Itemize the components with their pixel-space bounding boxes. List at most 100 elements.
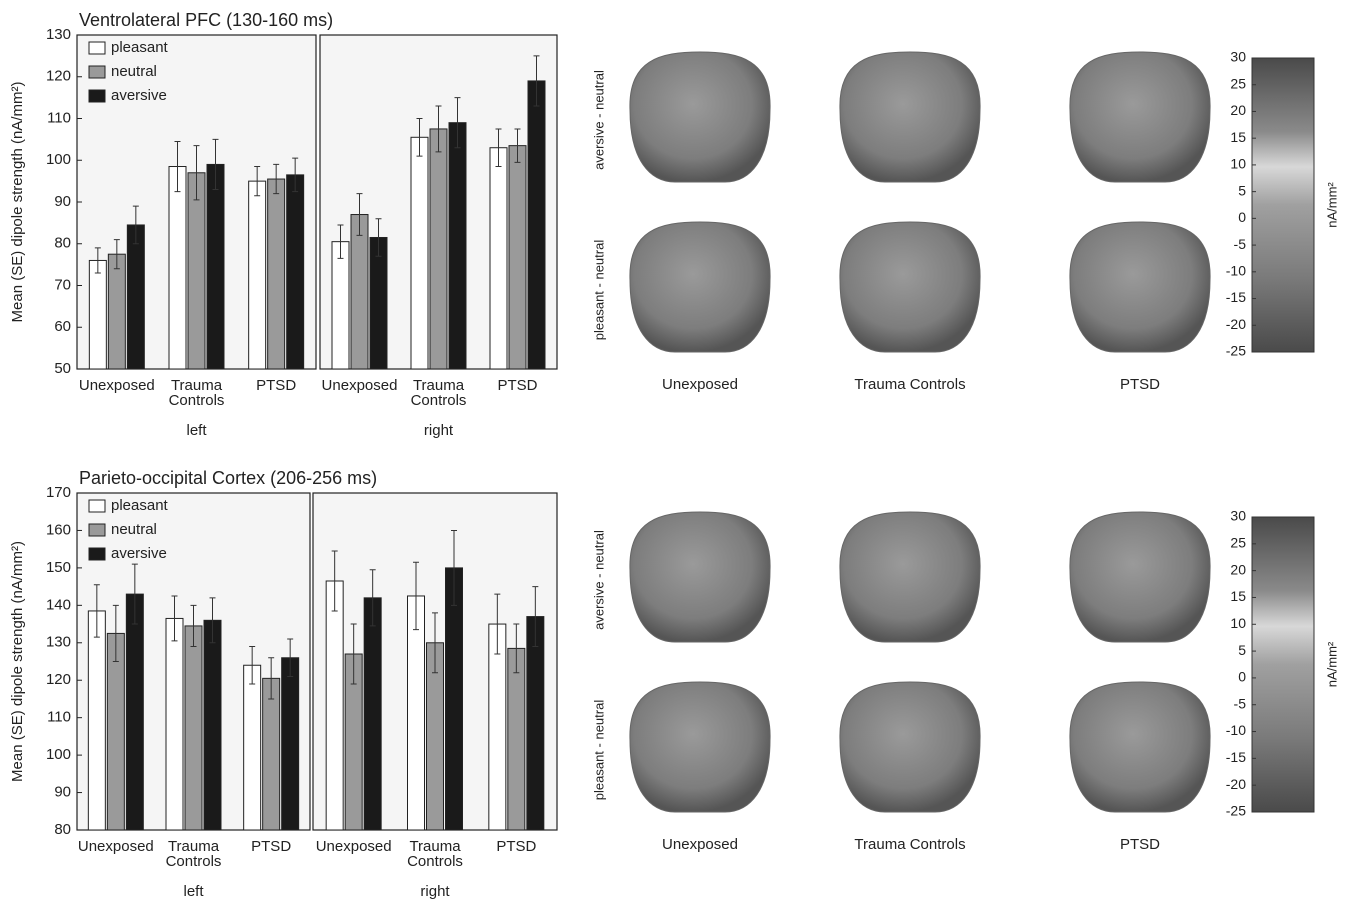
column-label: Unexposed bbox=[662, 376, 738, 393]
bar bbox=[281, 657, 300, 831]
brain-map bbox=[629, 51, 771, 183]
y-tick-label: 60 bbox=[54, 318, 71, 335]
y-tick-label: 130 bbox=[46, 26, 71, 43]
y-axis-label: Mean (SE) dipole strength (nA/mm²) bbox=[9, 82, 26, 323]
legend-label: neutral bbox=[111, 521, 157, 538]
x-axis-label: right bbox=[420, 883, 450, 899]
x-tick-label: Trauma Controls bbox=[165, 838, 222, 870]
brain-map bbox=[1069, 221, 1211, 353]
legend-label: pleasant bbox=[111, 39, 169, 56]
y-tick-label: 90 bbox=[54, 784, 71, 801]
y-axis-label: Mean (SE) dipole strength (nA/mm²) bbox=[9, 541, 26, 782]
colorbar-tick-label: 25 bbox=[1230, 535, 1246, 551]
error-bar bbox=[112, 604, 119, 662]
colorbar-tick-label: 5 bbox=[1238, 182, 1246, 198]
x-tick-label: Unexposed bbox=[321, 377, 398, 394]
bar bbox=[126, 224, 145, 370]
error-bar bbox=[171, 595, 178, 642]
row-label: aversive - neutral bbox=[591, 530, 606, 630]
error-bar bbox=[337, 224, 344, 259]
brain-map bbox=[1069, 681, 1211, 813]
bar bbox=[448, 122, 467, 370]
colorbar-tick-label: 30 bbox=[1230, 508, 1246, 524]
x-tick-label: PTSD bbox=[497, 377, 538, 394]
error-bar bbox=[356, 193, 363, 236]
error-bar bbox=[273, 163, 280, 195]
colorbar-tick-label: -15 bbox=[1226, 749, 1246, 765]
error-bar bbox=[193, 145, 200, 201]
colorbar-tick-label: -10 bbox=[1226, 263, 1246, 279]
y-tick-label: 130 bbox=[46, 634, 71, 651]
brain-map bbox=[839, 511, 981, 643]
y-tick-label: 100 bbox=[46, 151, 71, 168]
brain-map bbox=[629, 681, 771, 813]
error-bar bbox=[94, 247, 101, 274]
bar bbox=[203, 619, 222, 831]
error-bar bbox=[174, 140, 181, 193]
chart-title: Ventrolateral PFC (130-160 ms) bbox=[79, 10, 333, 30]
colorbar-tick-label: 25 bbox=[1230, 75, 1246, 91]
bar bbox=[165, 617, 184, 831]
legend-label: aversive bbox=[111, 87, 167, 104]
colorbar bbox=[1251, 516, 1315, 813]
colorbar-tick-label: 15 bbox=[1230, 129, 1246, 145]
error-bar bbox=[131, 563, 138, 625]
error-bar bbox=[413, 561, 419, 631]
x-tick-label: PTSD bbox=[496, 838, 537, 855]
brain-map bbox=[839, 51, 981, 183]
bar bbox=[489, 147, 508, 370]
bar bbox=[248, 180, 267, 370]
error-bar bbox=[331, 550, 338, 612]
colorbar-tick-label: 5 bbox=[1238, 642, 1246, 658]
y-tick-label: 110 bbox=[47, 109, 71, 126]
x-tick-label: Trauma Controls bbox=[410, 377, 467, 409]
bar bbox=[407, 595, 425, 831]
colorbar-tick-label: 20 bbox=[1230, 102, 1246, 118]
y-tick-label: 170 bbox=[46, 484, 71, 501]
bar bbox=[107, 253, 126, 370]
y-tick-label: 120 bbox=[46, 68, 71, 85]
legend-label: aversive bbox=[111, 545, 167, 562]
bar bbox=[488, 623, 507, 831]
error-bar bbox=[533, 55, 540, 107]
bar bbox=[88, 259, 107, 370]
x-axis-label: right bbox=[424, 422, 454, 439]
bar bbox=[286, 174, 305, 370]
x-tick-label: PTSD bbox=[256, 377, 297, 394]
colorbar-tick-label: 10 bbox=[1230, 156, 1246, 172]
bar bbox=[243, 664, 262, 831]
error-bar bbox=[432, 612, 438, 674]
chart-title: Parieto-occipital Cortex (206-256 ms) bbox=[79, 468, 377, 488]
brain-map bbox=[1069, 511, 1211, 643]
bar bbox=[526, 616, 545, 831]
bar bbox=[410, 136, 429, 370]
y-tick-label: 80 bbox=[54, 821, 71, 838]
legend-swatch bbox=[88, 89, 106, 103]
colorbar-label: nA/mm² bbox=[1324, 641, 1339, 687]
brain-map bbox=[629, 221, 771, 353]
y-tick-label: 160 bbox=[46, 521, 71, 538]
legend-swatch bbox=[88, 65, 106, 79]
legend-swatch bbox=[88, 523, 106, 537]
error-bar bbox=[451, 529, 457, 606]
row-label: pleasant - neutral bbox=[591, 700, 606, 801]
bar bbox=[369, 236, 388, 370]
bar bbox=[429, 128, 448, 370]
y-tick-label: 90 bbox=[54, 193, 71, 210]
colorbar-tick-label: 20 bbox=[1230, 561, 1246, 577]
error-bar bbox=[454, 97, 461, 149]
x-tick-label: Unexposed bbox=[77, 838, 154, 855]
row-label: aversive - neutral bbox=[591, 70, 606, 170]
y-tick-label: 110 bbox=[47, 709, 71, 726]
error-bar bbox=[132, 205, 139, 245]
error-bar bbox=[249, 646, 256, 685]
colorbar-tick-label: -25 bbox=[1226, 343, 1246, 359]
legend-swatch bbox=[88, 547, 106, 561]
error-bar bbox=[513, 623, 520, 674]
y-tick-label: 50 bbox=[54, 360, 71, 377]
error-bar bbox=[435, 105, 442, 153]
legend-label: pleasant bbox=[111, 497, 169, 514]
bar bbox=[363, 597, 382, 831]
x-tick-label: Trauma Controls bbox=[407, 838, 463, 870]
